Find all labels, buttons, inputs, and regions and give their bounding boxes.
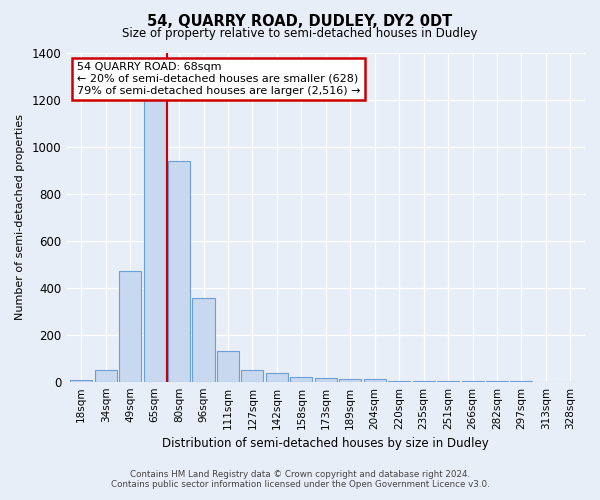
Bar [413,380,434,382]
Bar [193,298,215,382]
Bar [95,370,116,382]
Bar [388,380,410,382]
Y-axis label: Number of semi-detached properties: Number of semi-detached properties [15,114,25,320]
Bar [315,378,337,382]
Text: 54, QUARRY ROAD, DUDLEY, DY2 0DT: 54, QUARRY ROAD, DUDLEY, DY2 0DT [148,14,452,29]
Text: 54 QUARRY ROAD: 68sqm
← 20% of semi-detached houses are smaller (628)
79% of sem: 54 QUARRY ROAD: 68sqm ← 20% of semi-deta… [77,62,361,96]
Bar [70,380,92,382]
Bar [217,351,239,382]
Bar [437,381,459,382]
Bar [143,90,166,382]
Bar [290,376,313,382]
X-axis label: Distribution of semi-detached houses by size in Dudley: Distribution of semi-detached houses by … [163,437,489,450]
Bar [241,370,263,382]
Bar [168,160,190,382]
Bar [339,379,361,382]
Text: Contains HM Land Registry data © Crown copyright and database right 2024.
Contai: Contains HM Land Registry data © Crown c… [110,470,490,489]
Text: Size of property relative to semi-detached houses in Dudley: Size of property relative to semi-detach… [122,28,478,40]
Bar [266,374,288,382]
Bar [364,379,386,382]
Bar [119,271,141,382]
